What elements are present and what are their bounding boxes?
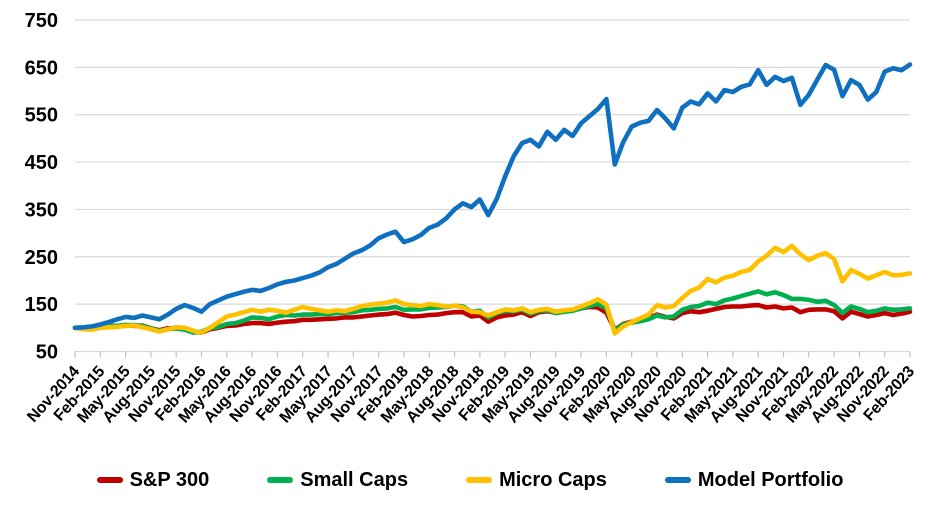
- legend-item-small-caps: Small Caps: [267, 469, 408, 492]
- y-axis-tick-label: 250: [25, 247, 58, 269]
- legend-label-micro-caps: Micro Caps: [499, 468, 607, 491]
- line-chart: 50150250350450550650750Nov-2014Feb-2015M…: [24, 10, 918, 426]
- legend-item-sp300: S&P 300: [96, 468, 210, 492]
- legend-item-micro-caps: Micro Caps: [466, 469, 607, 492]
- y-axis-tick-label: 450: [25, 152, 58, 174]
- y-axis-tick-label: 750: [25, 10, 58, 32]
- y-axis-tick-label: 650: [25, 57, 58, 79]
- legend-item-model-portfolio: Model Portfolio: [664, 468, 844, 492]
- y-axis-tick-label: 150: [25, 294, 58, 316]
- legend-label-small-caps: Small Caps: [300, 468, 409, 491]
- legend-label-model-portfolio: Model Portfolio: [697, 468, 844, 491]
- series-line-model-portfolio: [72, 62, 913, 331]
- legend-swatch-micro-caps: [466, 477, 493, 483]
- legend-swatch-sp300: [96, 477, 123, 483]
- series-line-micro-caps: [72, 243, 913, 336]
- y-axis-tick-label: 50: [36, 342, 58, 364]
- legend-swatch-model-portfolio: [664, 477, 691, 483]
- chart-legend: S&P 300 Small Caps Micro Caps Model Port…: [0, 456, 940, 504]
- legend-label-sp300: S&P 300: [129, 468, 210, 491]
- y-axis-tick-label: 350: [25, 199, 58, 221]
- legend-swatch-small-caps: [267, 477, 294, 483]
- y-axis-tick-label: 550: [25, 105, 58, 127]
